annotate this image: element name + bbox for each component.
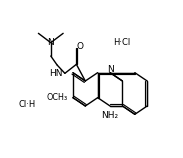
Text: NH₂: NH₂ xyxy=(102,111,119,120)
Text: O: O xyxy=(76,42,83,51)
Text: HN: HN xyxy=(49,69,63,78)
Text: OCH₃: OCH₃ xyxy=(46,93,67,102)
Text: Cl·H: Cl·H xyxy=(19,100,36,109)
Text: N: N xyxy=(107,65,113,74)
Text: N: N xyxy=(47,38,54,47)
Text: H·Cl: H·Cl xyxy=(113,39,130,47)
